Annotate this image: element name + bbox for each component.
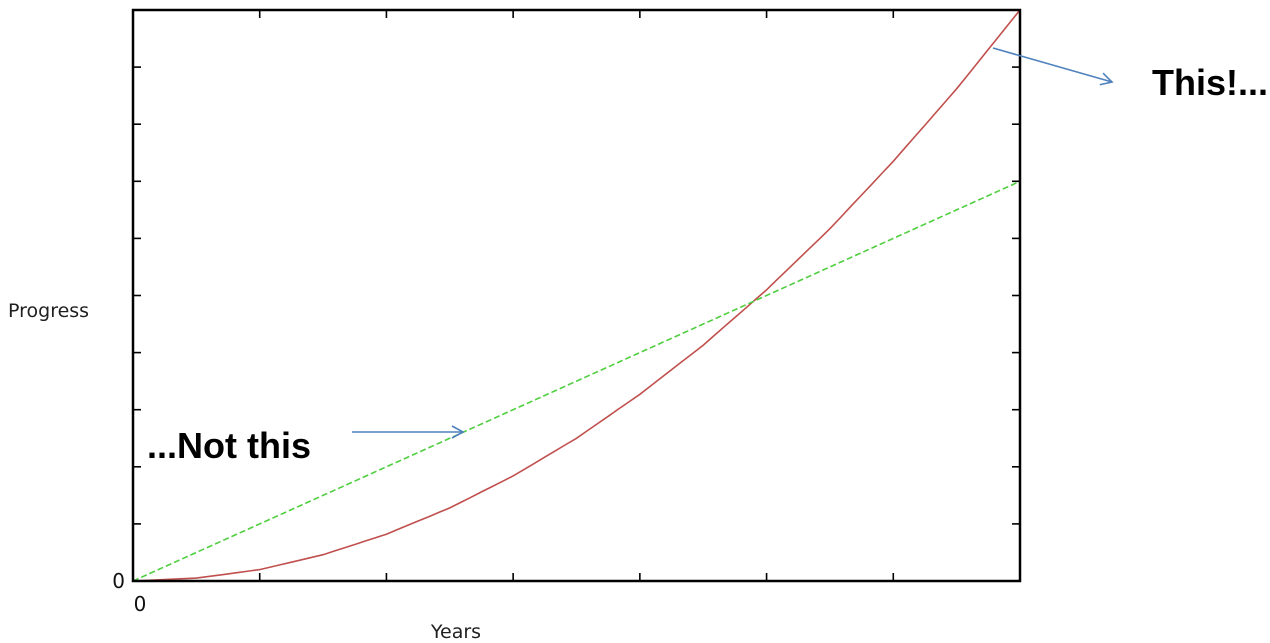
x-axis-label: Years — [430, 621, 481, 643]
annotation-text: ...Not this — [147, 425, 311, 466]
axis-ticks — [132, 9, 1021, 582]
plot-area-frame — [131, 8, 1022, 583]
annotation-arrow — [992, 47, 1114, 86]
curve-series-line — [132, 9, 1021, 582]
annotation-text: This!... — [1152, 62, 1268, 103]
axis-labels: Progress Years — [8, 300, 481, 643]
x-tick-label: 0 — [134, 592, 147, 616]
linear-series-line — [132, 180, 1021, 582]
annotations: This!... ...Not this — [147, 47, 1268, 466]
y-axis-label: Progress — [8, 300, 89, 322]
series-layer — [132, 9, 1021, 582]
tick-labels: 00 — [112, 569, 146, 616]
y-tick-label: 0 — [112, 569, 125, 593]
